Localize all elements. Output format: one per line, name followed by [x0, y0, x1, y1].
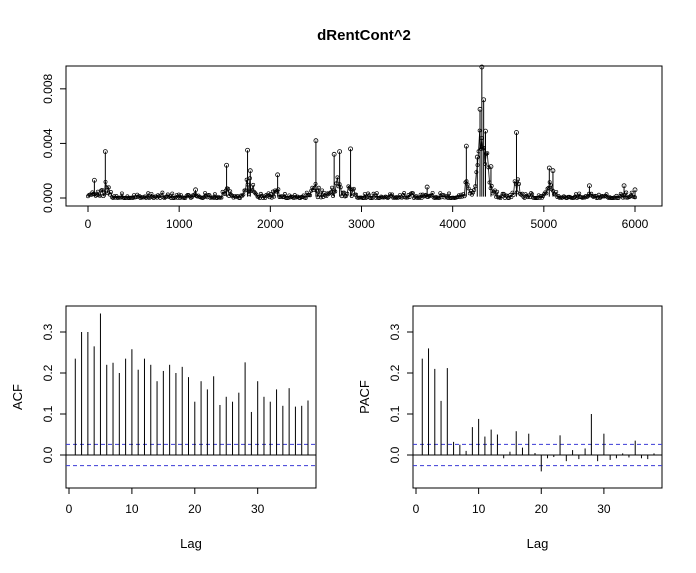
series-segment [484, 148, 485, 164]
acf-plot: 0 10 20 30 0.0 0.1 0.2 0.3 Lag ACF [10, 306, 316, 551]
x-tick-label: 0 [66, 502, 73, 516]
x-tick-label: 10 [472, 502, 486, 516]
series-segment [551, 185, 552, 189]
pacf-plot: 0 10 20 30 0.0 0.1 0.2 0.3 Lag PACF [357, 306, 662, 551]
series-segment [547, 188, 548, 189]
series-segment [546, 189, 547, 194]
y-tick-label: 0.008 [41, 73, 55, 103]
y-tick-label: 0.2 [41, 364, 55, 381]
series-segment [468, 184, 469, 188]
x-tick-label: 1000 [166, 217, 193, 231]
time-series-plot: 0 1000 2000 3000 4000 5000 6000 0.000 0.004 0.008 [41, 65, 662, 231]
y-tick-label: 0.1 [41, 405, 55, 422]
series-segment [487, 153, 488, 167]
plot-frame [66, 306, 316, 488]
x-tick-label: 2000 [257, 217, 284, 231]
x-tick-label: 0 [85, 217, 92, 231]
y-tick-label: 0.3 [388, 323, 402, 340]
x-tick-label: 3000 [348, 217, 375, 231]
series-segment [464, 182, 465, 196]
y-tick-label: 0.3 [41, 323, 55, 340]
x-tick-label: 5000 [530, 217, 557, 231]
x-tick-label: 30 [251, 502, 265, 516]
x-tick-label: 6000 [622, 217, 649, 231]
x-tick-label: 10 [125, 502, 139, 516]
series-segment [488, 167, 489, 182]
x-tick-label: 0 [413, 502, 420, 516]
y-tick-label: 0.000 [41, 183, 55, 213]
series-segment [166, 196, 167, 197]
series-segment [430, 195, 431, 196]
series-segment [518, 179, 519, 184]
series-segment [111, 192, 112, 197]
series-segment [345, 196, 346, 197]
plot-frame [413, 306, 662, 488]
series-segment [475, 172, 476, 186]
x-axis-label: Lag [527, 536, 549, 551]
series-segment [310, 191, 311, 195]
chart-title: dRentCont^2 [317, 27, 411, 44]
plot-frame [66, 66, 662, 206]
y-tick-label: 0.2 [388, 364, 402, 381]
y-tick-label: 0.0 [388, 446, 402, 463]
x-tick-label: 20 [188, 502, 202, 516]
x-tick-label: 4000 [439, 217, 466, 231]
x-tick-label: 20 [535, 502, 549, 516]
x-tick-label: 30 [597, 502, 611, 516]
x-axis-label: Lag [180, 536, 202, 551]
y-tick-label: 0.0 [41, 446, 55, 463]
y-axis-label: ACF [10, 384, 25, 410]
y-tick-label: 0.1 [388, 405, 402, 422]
y-tick-label: 0.004 [41, 128, 55, 158]
y-axis-label: PACF [357, 380, 372, 414]
